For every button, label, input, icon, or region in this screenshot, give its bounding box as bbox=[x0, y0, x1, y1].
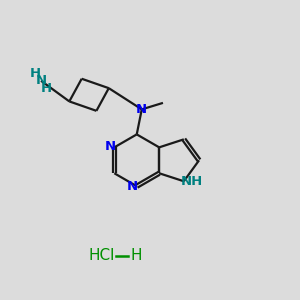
Text: N: N bbox=[36, 74, 47, 87]
Text: HCl: HCl bbox=[88, 248, 115, 263]
Text: N: N bbox=[127, 180, 138, 193]
Text: H: H bbox=[30, 67, 41, 80]
Text: NH: NH bbox=[181, 175, 203, 188]
Text: H: H bbox=[41, 82, 52, 95]
Text: H: H bbox=[131, 248, 142, 263]
Text: N: N bbox=[105, 140, 116, 153]
Text: N: N bbox=[136, 103, 147, 116]
